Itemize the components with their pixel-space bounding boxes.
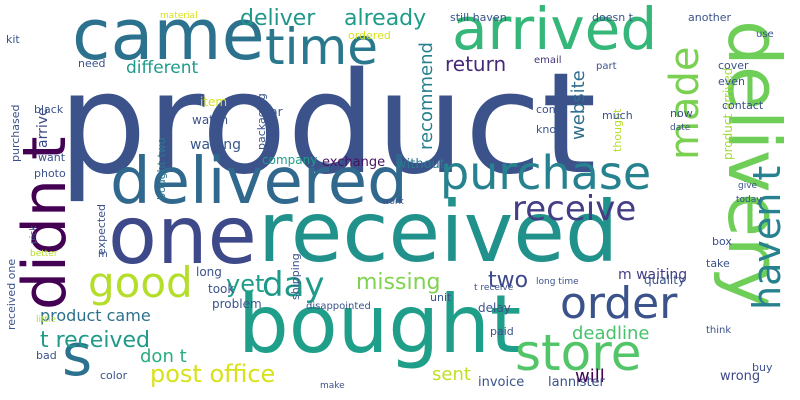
word-received: received	[258, 183, 619, 281]
word-two: two	[488, 268, 529, 293]
word-arrived: arrived	[452, 0, 658, 63]
word-part: part	[596, 61, 617, 72]
word-good: good	[88, 258, 193, 307]
word-exchange: exchange	[322, 155, 386, 170]
word-m-waiting: m waiting	[618, 267, 688, 283]
word-purchased: purchased	[9, 104, 22, 162]
word-came: came	[72, 0, 265, 76]
word-material: material	[160, 11, 198, 21]
word-come: come	[536, 103, 567, 116]
word-bad: bad	[36, 349, 57, 362]
word-want: want	[38, 151, 66, 164]
word-pick: pick	[29, 225, 39, 244]
word-bought-two: bought two	[155, 137, 168, 201]
word-one: one	[108, 189, 257, 282]
word-watch: watch	[192, 113, 229, 127]
word-better: better	[30, 249, 58, 259]
word-doesn-t: doesn t	[592, 11, 633, 24]
word-make: make	[320, 381, 345, 391]
word-today: today	[736, 195, 762, 205]
word-receive: receive	[512, 189, 637, 229]
word-now: now	[670, 107, 693, 120]
word-long: long	[196, 265, 222, 279]
word-need: need	[78, 57, 106, 70]
word-invoice: invoice	[478, 375, 525, 390]
word-packaging: packaging	[255, 93, 268, 150]
word-box: box	[712, 235, 732, 248]
word-black: black	[34, 103, 64, 116]
word-post-office: post office	[150, 360, 276, 388]
word-quality: quality	[644, 273, 686, 287]
word-email: email	[534, 55, 562, 66]
word-color: color	[100, 369, 128, 382]
word-paid: paid	[490, 325, 514, 338]
word-buy: buy	[752, 361, 773, 374]
word-order: order	[560, 278, 678, 329]
word-company: company	[262, 153, 318, 167]
word-far: far	[266, 105, 283, 119]
word-time: time	[265, 18, 378, 76]
word-sent: sent	[432, 364, 471, 385]
word-little: little	[36, 315, 57, 325]
word-even: even	[718, 75, 746, 88]
word-deadline: deadline	[572, 323, 650, 344]
word-deliver: deliver	[240, 6, 316, 31]
word-ordered: ordered	[348, 29, 391, 42]
word-lannister: lannister	[548, 375, 605, 390]
word-will: will	[575, 366, 605, 387]
word-t-received: t received	[40, 328, 150, 353]
word-store: store	[515, 324, 642, 382]
word-think: think	[706, 325, 732, 336]
word-return: return	[445, 52, 507, 76]
word-without: without	[396, 157, 445, 172]
word-delay: delay	[478, 301, 511, 315]
word-t-receive: t receive	[474, 283, 514, 293]
word-photo: photo	[34, 167, 66, 180]
word-took: took	[208, 282, 235, 296]
word-use: use	[756, 29, 774, 40]
word-date: date	[670, 123, 691, 133]
word-yet: yet	[226, 270, 265, 298]
word-unit: unit	[430, 291, 452, 304]
word-already: already	[344, 6, 427, 31]
word-delivered: delivered	[110, 145, 408, 219]
word-long-time: long time	[536, 277, 579, 287]
word-waiting: waiting	[190, 137, 242, 153]
word-another: another	[688, 11, 732, 24]
word-day: day	[262, 265, 325, 305]
word-recommend: recommend	[416, 42, 437, 150]
word-item: item	[200, 95, 228, 109]
word-website: website	[568, 70, 589, 140]
word-bought: bought	[238, 278, 522, 371]
word-product-came: product came	[40, 306, 151, 325]
word-disappointed: disappointed	[306, 301, 371, 312]
word-expected: expected	[95, 204, 108, 255]
word-don-t: don t	[140, 346, 187, 367]
word-s: s	[62, 321, 93, 389]
word-m: m	[98, 249, 108, 260]
word-wrong: wrong	[720, 369, 761, 384]
word-much: much	[602, 109, 633, 122]
word-product: product	[58, 43, 597, 206]
word-purchase: purchase	[440, 146, 652, 200]
word-shipping: shipping	[289, 253, 302, 300]
word-different: different	[126, 58, 199, 78]
word-know: know	[536, 123, 566, 136]
word-take: take	[706, 257, 730, 270]
word-give: give	[738, 181, 758, 191]
word-contact: contact	[722, 99, 764, 112]
word-work: work	[382, 197, 404, 207]
word-made: made	[662, 46, 708, 160]
word-problem: problem	[212, 297, 262, 311]
word-kit: kit	[6, 33, 20, 46]
word-still-haven: still haven	[450, 11, 507, 24]
word-missing: missing	[356, 270, 441, 295]
word-received-one: received one	[5, 258, 18, 330]
word-cover: cover	[718, 59, 749, 72]
